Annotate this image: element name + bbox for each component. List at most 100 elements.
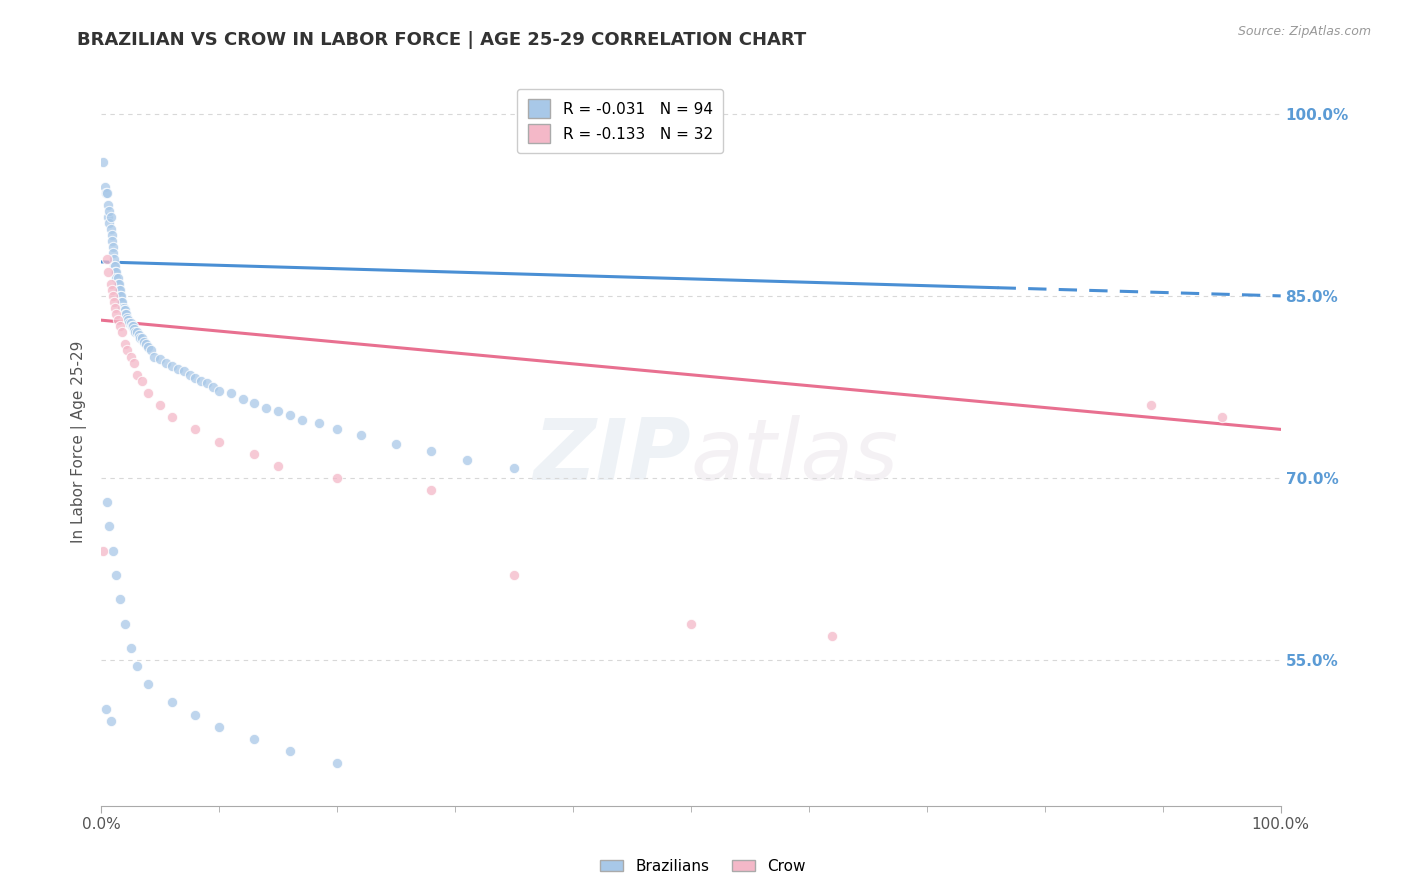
Point: [131, 374, 153, 388]
Point: [160, 410, 183, 425]
Point: [104, 259, 127, 273]
Point: [114, 303, 136, 318]
Point: [100, 228, 122, 243]
Point: [125, 659, 148, 673]
Point: [139, 343, 162, 358]
Point: [308, 417, 330, 431]
Point: [114, 616, 136, 631]
Point: [149, 398, 172, 412]
Point: [1211, 410, 1233, 425]
Point: [1140, 398, 1163, 412]
Point: [122, 321, 145, 335]
Point: [103, 259, 125, 273]
Point: [184, 371, 207, 385]
Point: [104, 301, 127, 315]
Point: [243, 731, 266, 746]
Point: [219, 386, 242, 401]
Point: [821, 629, 844, 643]
Point: [108, 319, 131, 334]
Point: [100, 277, 122, 291]
Y-axis label: In Labor Force | Age 25-29: In Labor Force | Age 25-29: [72, 341, 87, 542]
Point: [105, 568, 128, 582]
Point: [136, 386, 159, 401]
Point: [456, 452, 478, 467]
Point: [105, 265, 128, 279]
Point: [125, 326, 148, 340]
Point: [124, 326, 146, 340]
Point: [98, 216, 121, 230]
Point: [120, 316, 142, 330]
Point: [278, 408, 301, 422]
Point: [111, 295, 134, 310]
Point: [108, 283, 131, 297]
Point: [115, 343, 138, 358]
Point: [120, 640, 142, 655]
Point: [202, 380, 225, 394]
Point: [108, 277, 131, 291]
Point: [208, 384, 231, 398]
Point: [111, 326, 134, 340]
Point: [112, 303, 135, 318]
Point: [208, 434, 231, 449]
Point: [111, 301, 134, 315]
Point: [94, 186, 117, 200]
Text: BRAZILIAN VS CROW IN LABOR FORCE | AGE 25-29 CORRELATION CHART: BRAZILIAN VS CROW IN LABOR FORCE | AGE 2…: [77, 31, 807, 49]
Point: [136, 677, 159, 691]
Point: [115, 307, 138, 321]
Point: [107, 270, 129, 285]
Point: [125, 368, 148, 382]
Point: [149, 351, 172, 366]
Point: [118, 316, 141, 330]
Point: [166, 361, 188, 376]
Point: [184, 422, 207, 436]
Point: [110, 295, 132, 310]
Point: [326, 471, 349, 485]
Point: [267, 404, 290, 418]
Legend: Brazilians, Crow: Brazilians, Crow: [595, 853, 811, 880]
Point: [100, 283, 122, 297]
Point: [291, 412, 314, 426]
Point: [101, 240, 124, 254]
Point: [105, 307, 128, 321]
Point: [103, 295, 125, 310]
Point: [132, 334, 155, 349]
Text: ZIP: ZIP: [533, 415, 690, 498]
Point: [128, 327, 150, 342]
Point: [160, 359, 183, 374]
Point: [195, 376, 218, 391]
Point: [114, 337, 136, 351]
Point: [278, 744, 301, 758]
Point: [155, 356, 177, 370]
Point: [385, 437, 408, 451]
Point: [100, 234, 122, 248]
Point: [179, 368, 201, 382]
Point: [100, 714, 122, 728]
Point: [117, 313, 139, 327]
Point: [143, 350, 166, 364]
Point: [112, 301, 135, 315]
Point: [122, 356, 145, 370]
Text: Source: ZipAtlas.com: Source: ZipAtlas.com: [1237, 25, 1371, 38]
Point: [131, 331, 153, 345]
Legend: R = -0.031   N = 94, R = -0.133   N = 32: R = -0.031 N = 94, R = -0.133 N = 32: [517, 88, 724, 153]
Point: [135, 337, 157, 351]
Point: [101, 246, 124, 260]
Point: [679, 616, 702, 631]
Point: [96, 252, 118, 267]
Point: [93, 179, 115, 194]
Point: [136, 340, 159, 354]
Point: [107, 277, 129, 291]
Point: [93, 155, 115, 169]
Point: [232, 392, 254, 406]
Point: [326, 422, 349, 436]
Point: [349, 428, 371, 442]
Point: [103, 252, 125, 267]
Point: [115, 310, 138, 325]
Point: [100, 210, 122, 224]
Point: [160, 695, 183, 709]
Point: [120, 350, 142, 364]
Point: [326, 756, 349, 771]
Point: [129, 331, 152, 345]
Point: [122, 319, 145, 334]
Point: [503, 461, 526, 475]
